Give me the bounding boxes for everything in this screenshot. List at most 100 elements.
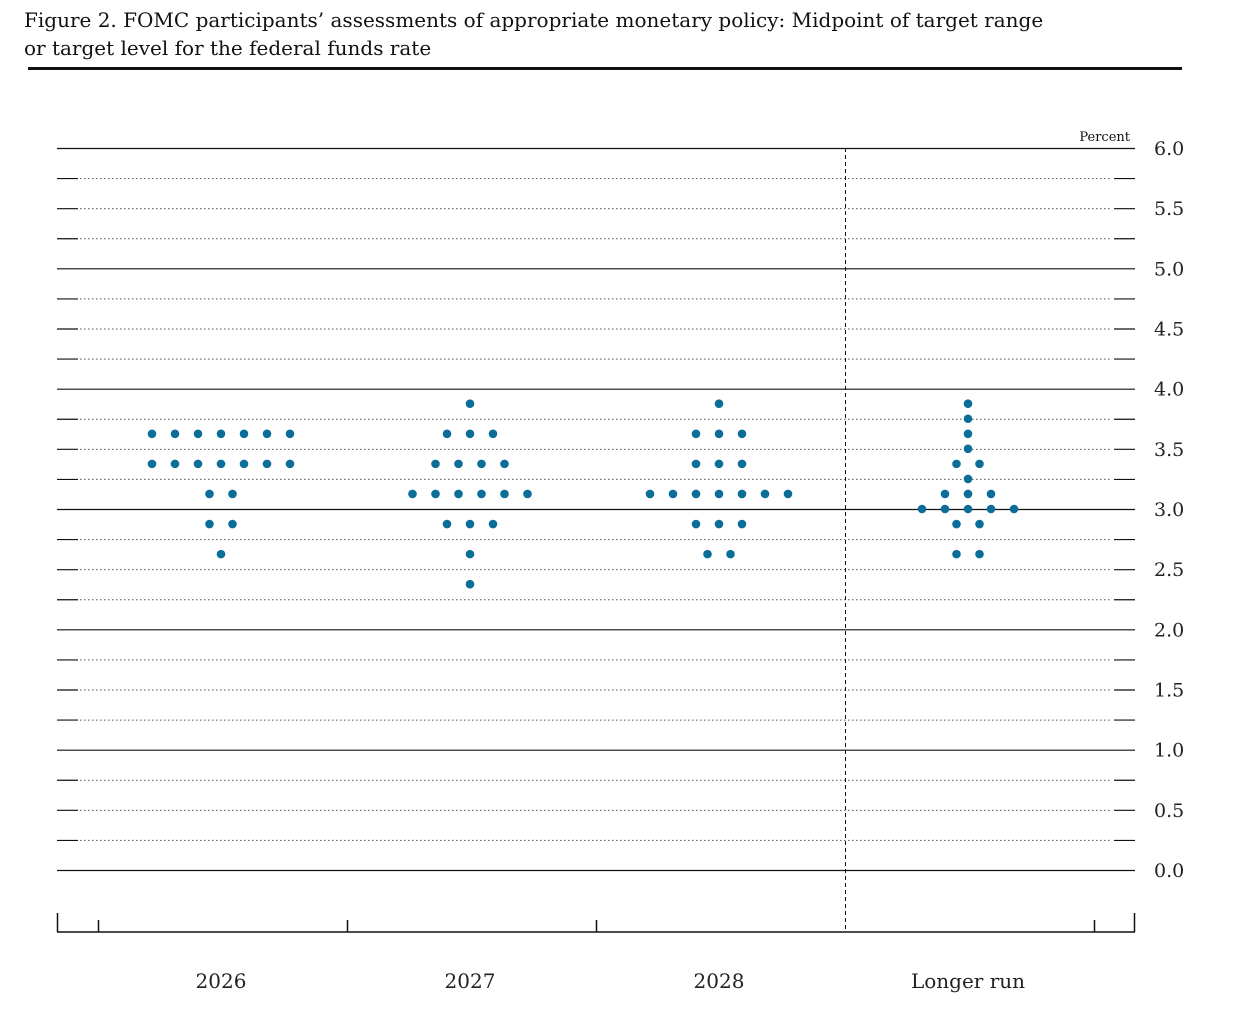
participant-dot [147, 429, 157, 439]
participant-dot [917, 504, 927, 514]
participant-dot [205, 519, 214, 529]
participant-dot [963, 429, 973, 439]
y-tick-label: 4.0 [1154, 379, 1184, 401]
participant-dot [645, 489, 655, 499]
participant-dot [442, 429, 452, 439]
participant-dot [737, 519, 747, 529]
participant-dot [963, 474, 973, 484]
x-category-label: 2028 [694, 969, 745, 993]
participant-dot [193, 459, 203, 469]
participant-dot [737, 489, 747, 499]
participant-dot [963, 414, 973, 424]
participant-dot [726, 549, 735, 559]
y-axis-unit-label: Percent [1079, 130, 1130, 145]
x-category-label: Longer run [911, 969, 1025, 993]
participant-dot [465, 519, 475, 529]
participant-dot [963, 489, 973, 499]
participant-dot [703, 549, 712, 559]
participant-dot [975, 459, 984, 469]
y-tick-label: 6.0 [1154, 138, 1184, 160]
participant-dot [975, 519, 984, 529]
participant-dot [488, 429, 498, 439]
participant-dot [714, 489, 724, 499]
y-tick-label: 2.5 [1154, 559, 1184, 581]
y-tick-label: 0.0 [1154, 860, 1184, 882]
participant-dot [465, 429, 475, 439]
figure-title: Figure 2. FOMC participants’ assessments… [24, 8, 1044, 60]
y-tick-label: 3.0 [1154, 499, 1184, 521]
participant-dot [262, 459, 272, 469]
y-tick-label: 5.5 [1154, 198, 1184, 220]
y-tick-label: 2.0 [1154, 619, 1184, 641]
participant-dot [691, 459, 701, 469]
participant-dot [454, 459, 463, 469]
y-tick-label: 1.5 [1154, 680, 1184, 702]
participant-dot [442, 519, 452, 529]
participant-dot [940, 489, 950, 499]
participant-dot [193, 429, 203, 439]
participant-dot [940, 504, 950, 514]
participant-dot [963, 399, 973, 409]
participant-dot [963, 444, 973, 454]
participant-dot [714, 519, 724, 529]
participant-dot [262, 429, 272, 439]
participant-dot [170, 459, 180, 469]
participant-dot [760, 489, 770, 499]
participant-dot [477, 459, 486, 469]
participant-dot [737, 429, 747, 439]
participant-dot [952, 519, 961, 529]
participant-dot [691, 429, 701, 439]
grid-layer [57, 147, 1135, 872]
participant-dot [691, 489, 701, 499]
participant-dot [228, 489, 237, 499]
y-tick-label: 1.0 [1154, 740, 1184, 762]
participant-dot [239, 459, 249, 469]
participant-dot [454, 489, 463, 499]
participant-dot [975, 549, 984, 559]
participant-dot [714, 399, 724, 409]
participant-dot [500, 489, 509, 499]
participant-dot [170, 429, 180, 439]
participant-dot [986, 504, 996, 514]
participant-dot [963, 504, 973, 514]
participant-dot [488, 519, 498, 529]
dot-layer [147, 399, 1019, 589]
participant-dot [239, 429, 249, 439]
x-category-label: 2027 [445, 969, 496, 993]
x-category-label: 2026 [196, 969, 247, 993]
participant-dot [285, 429, 295, 439]
participant-dot [783, 489, 793, 499]
participant-dot [465, 579, 475, 589]
y-tick-label: 4.5 [1154, 319, 1184, 341]
participant-dot [986, 489, 996, 499]
y-tick-label: 5.0 [1154, 258, 1184, 280]
participant-dot [147, 459, 157, 469]
participant-dot [691, 519, 701, 529]
participant-dot [216, 549, 226, 559]
participant-dot [500, 459, 509, 469]
participant-dot [228, 519, 237, 529]
participant-dot [668, 489, 678, 499]
participant-dot [285, 459, 295, 469]
participant-dot [737, 459, 747, 469]
participant-dot [477, 489, 486, 499]
participant-dot [1009, 504, 1019, 514]
participant-dot [408, 489, 417, 499]
participant-dot [205, 489, 214, 499]
participant-dot [465, 549, 475, 559]
participant-dot [523, 489, 532, 499]
participant-dot [952, 549, 961, 559]
participant-dot [714, 429, 724, 439]
participant-dot [431, 489, 440, 499]
participant-dot [431, 459, 440, 469]
participant-dot [216, 459, 226, 469]
participant-dot [952, 459, 961, 469]
participant-dot [714, 459, 724, 469]
y-tick-label: 3.5 [1154, 439, 1184, 461]
participant-dot [216, 429, 226, 439]
title-rule [28, 67, 1182, 70]
y-tick-label: 0.5 [1154, 800, 1184, 822]
axis-layer: 0.0 0.5 1.0 1.5 2.0 2.5 3.0 3.5 4.0 4.5 5.0 5.5 6.0 2… [56, 138, 1184, 993]
participant-dot [465, 399, 475, 409]
